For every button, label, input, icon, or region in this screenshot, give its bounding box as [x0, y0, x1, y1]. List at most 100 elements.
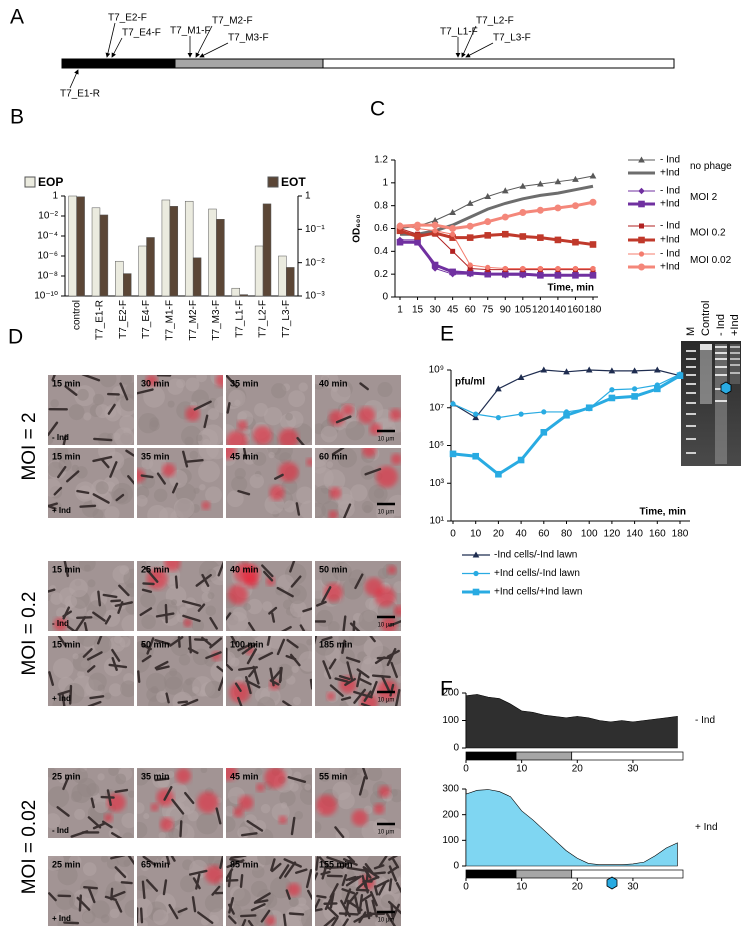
cell: [305, 869, 312, 889]
cell: [228, 896, 234, 914]
panel-label: A: [10, 6, 24, 29]
cell: [74, 616, 87, 631]
legend-marker: [638, 236, 645, 244]
legend-marker: [638, 263, 645, 271]
bar: [68, 195, 77, 297]
legend-label: - Ind: [660, 221, 680, 232]
cell: [237, 696, 243, 706]
cell: [388, 856, 399, 861]
red-signal: [380, 616, 398, 631]
texture: [143, 813, 150, 820]
x-tick-label: 40: [516, 529, 528, 540]
cell: [179, 820, 183, 838]
series-line: [400, 240, 593, 277]
cell: [245, 676, 252, 695]
red-signal: [369, 422, 382, 436]
texture: [179, 606, 188, 615]
cell: [62, 610, 73, 618]
x-tick-label: 30: [627, 882, 639, 893]
panel-label: C: [370, 98, 385, 121]
cell: [227, 870, 233, 888]
texture: [104, 890, 112, 897]
texture: [299, 786, 312, 805]
time-label: 25 min: [141, 564, 170, 574]
cell: [56, 465, 67, 479]
red-signal: [287, 882, 301, 897]
cell: [81, 375, 101, 382]
marker: [449, 225, 457, 232]
y-tick-label: 10⁻⁴: [37, 231, 58, 242]
cell: [315, 898, 321, 912]
texture: [139, 772, 147, 779]
x-tick-label: 45: [447, 305, 459, 316]
cell: [307, 889, 312, 900]
cell: [364, 467, 382, 476]
texture: [196, 375, 207, 383]
cell: [378, 856, 388, 868]
marker: [485, 264, 491, 270]
cell: [154, 777, 170, 782]
bar: [123, 273, 132, 297]
marker: [450, 231, 456, 237]
ladder-band: [686, 392, 696, 394]
texture: [95, 404, 110, 419]
cell: [270, 669, 282, 683]
cell: [341, 888, 356, 895]
primer-label: T7_M2-F: [212, 16, 253, 27]
red-signal: [278, 428, 299, 445]
marker: [537, 272, 544, 279]
marker: [563, 368, 570, 375]
texture: [296, 486, 312, 505]
cell: [237, 642, 253, 652]
bar: [192, 257, 202, 297]
time-label: 25 min: [52, 771, 81, 781]
bar: [184, 200, 194, 297]
texture: [64, 595, 78, 609]
texture: [263, 406, 283, 426]
marker: [473, 411, 479, 417]
cell: [92, 822, 106, 830]
texture: [271, 383, 287, 399]
texture: [197, 428, 219, 445]
smear: [700, 344, 712, 404]
cell: [254, 892, 271, 904]
marker: [466, 222, 474, 230]
ladder-band: [686, 366, 696, 368]
cell: [330, 916, 339, 926]
cell: [100, 795, 115, 799]
cell: [82, 648, 93, 658]
texture: [326, 461, 334, 469]
cell: [340, 899, 351, 918]
red-signal: [306, 458, 312, 467]
cell: [349, 622, 361, 631]
marker: [590, 265, 596, 272]
texture: [285, 413, 293, 421]
texture: [325, 868, 346, 890]
texture: [171, 599, 178, 606]
x-tick-label: T7_E2-F: [118, 300, 129, 339]
texture: [93, 636, 112, 654]
texture: [231, 476, 248, 493]
texture: [291, 665, 299, 673]
cell: [338, 674, 351, 681]
marker: [519, 233, 527, 240]
time-label: 40 min: [230, 564, 259, 574]
cell: [63, 561, 70, 578]
texture: [292, 696, 302, 706]
micrograph: [315, 856, 401, 926]
cell: [353, 690, 373, 699]
cell: [355, 888, 370, 892]
cell: [394, 688, 401, 706]
cell: [368, 875, 380, 882]
red-signal: [145, 375, 158, 387]
texture: [82, 862, 97, 876]
cell: [163, 785, 173, 801]
bar: [208, 208, 217, 297]
cell: [372, 871, 386, 875]
time-label: 15 min: [52, 639, 81, 649]
cell: [174, 575, 179, 589]
texture: [83, 412, 92, 421]
cell: [48, 504, 57, 510]
texture: [226, 805, 236, 817]
cell: [83, 885, 98, 890]
